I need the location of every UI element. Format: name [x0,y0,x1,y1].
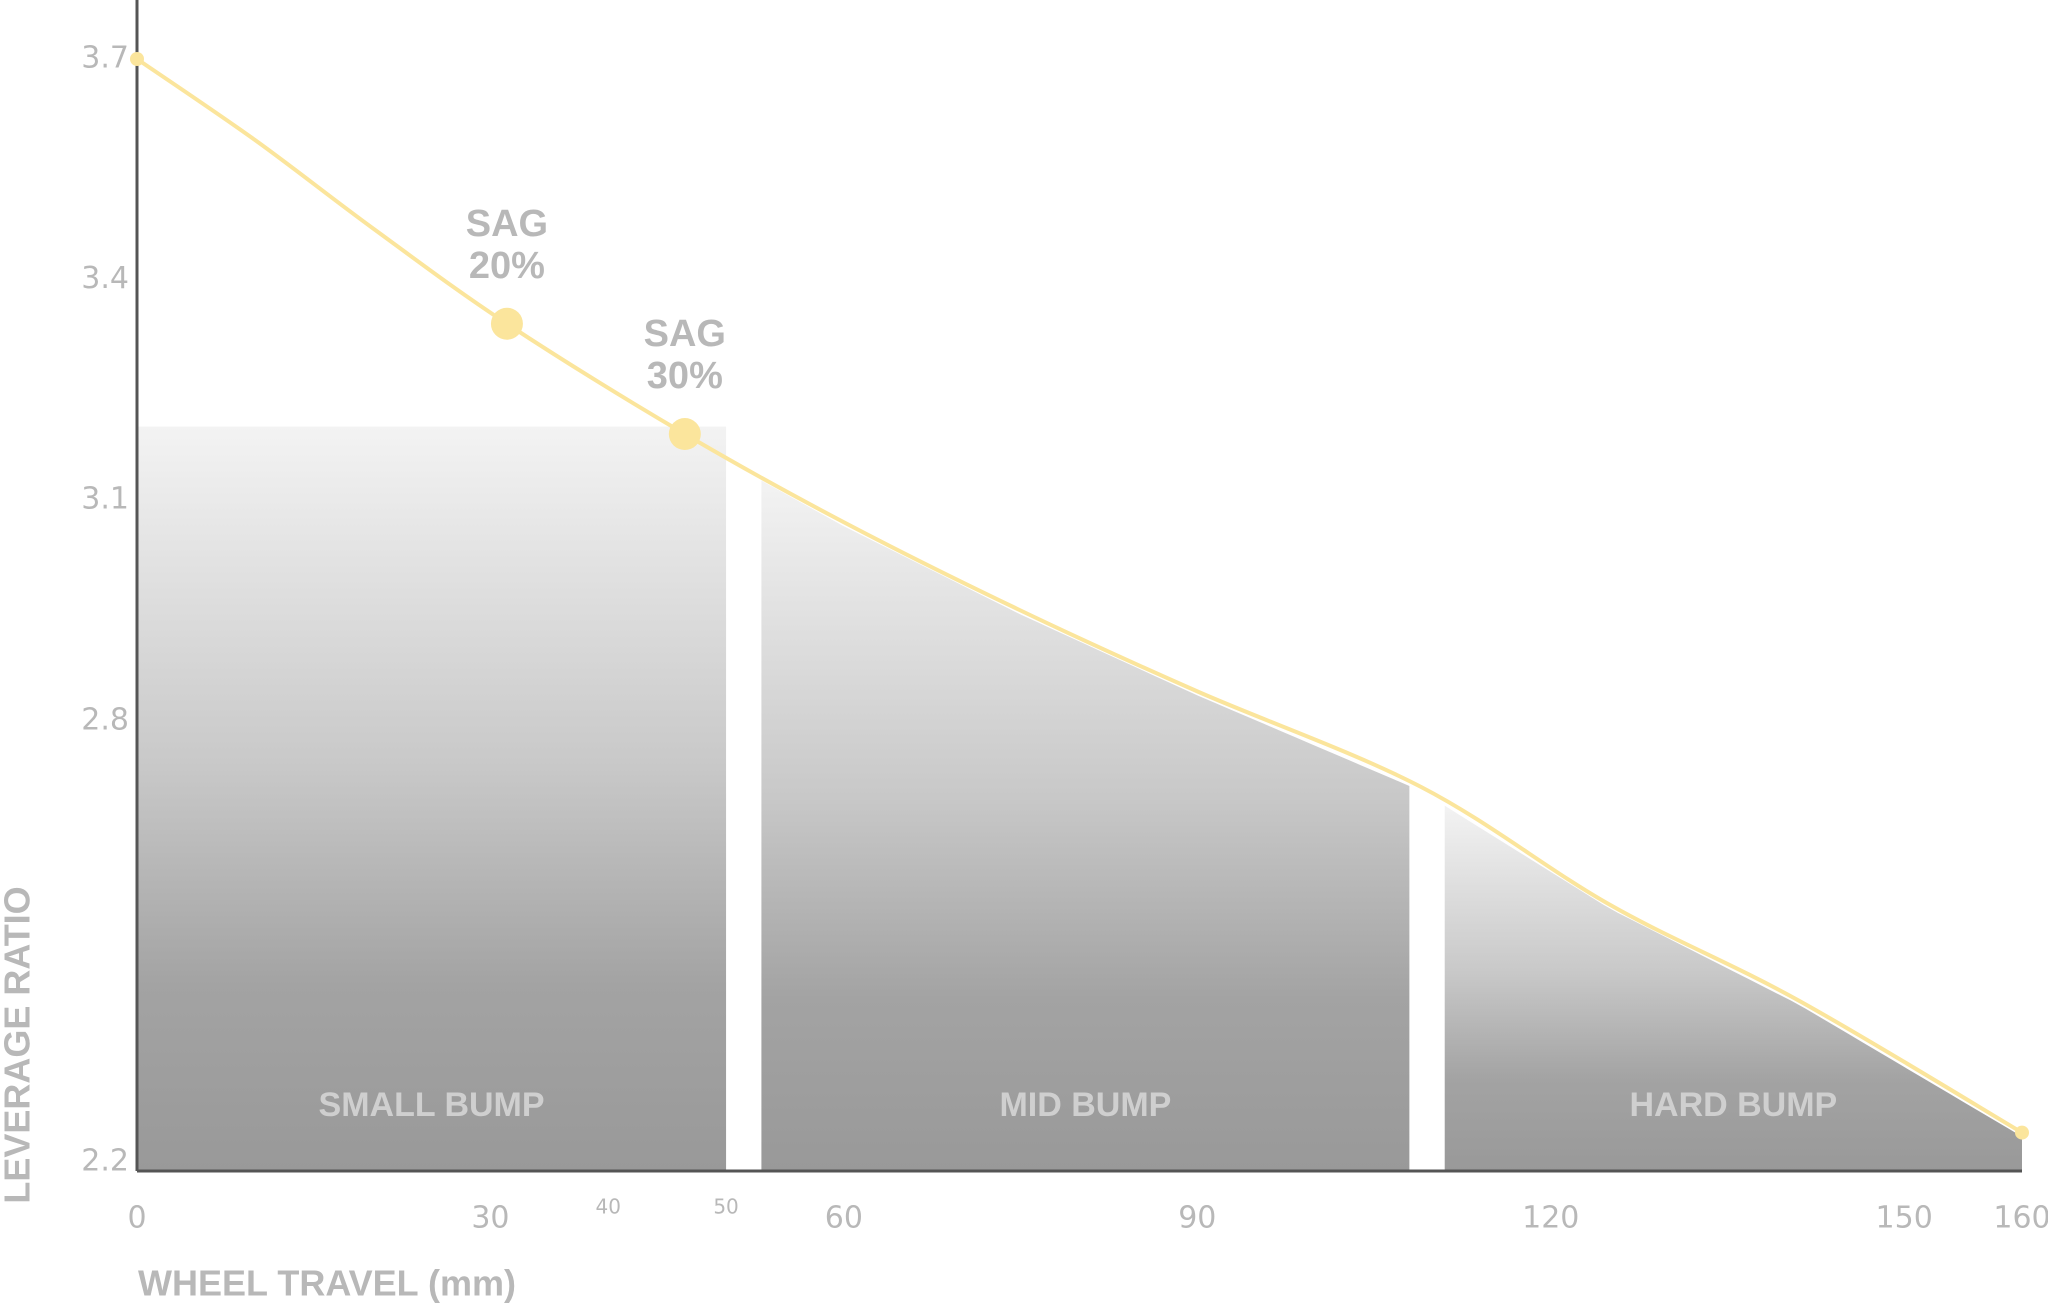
y-tick-label: 3.4 [81,261,129,296]
x-tick-label: 90 [1178,1201,1216,1236]
zone [1444,805,2022,1171]
curve [135,57,2024,1135]
y-axis-title: LEVERAGE RATIO [0,886,38,1203]
sag-label: SAG [466,203,548,245]
x-tick-label: 60 [825,1201,863,1236]
zone [137,426,727,1172]
y-tick-label: 3.1 [81,482,129,517]
sag-label: SAG [644,313,726,355]
y-tick-label: 2.2 [81,1144,129,1179]
x-tick-label: 160 [1993,1201,2048,1236]
zone-label: MID BUMP [999,1086,1171,1124]
y-tick-label: 2.8 [81,702,129,737]
sag-point [490,307,523,340]
x-minor-tick-label: 40 [596,1195,621,1219]
zone-label: HARD BUMP [1629,1086,1837,1124]
sag-point [668,418,701,451]
x-tick-label: 150 [1876,1201,1933,1236]
end-point [2015,1125,2029,1140]
zone [761,480,1410,1171]
sag-label: 20% [469,245,545,287]
y-tick-label: 3.7 [81,41,129,76]
x-tick-label: 0 [127,1201,146,1236]
sag-label: 30% [647,355,723,397]
x-tick-label: 30 [471,1201,509,1236]
x-axis-title: WHEEL TRAVEL (mm) [138,1263,516,1304]
x-minor-tick-label: 50 [713,1195,738,1219]
x-tick-label: 120 [1522,1201,1579,1236]
end-point [130,52,144,66]
zone-label: SMALL BUMP [319,1086,545,1124]
